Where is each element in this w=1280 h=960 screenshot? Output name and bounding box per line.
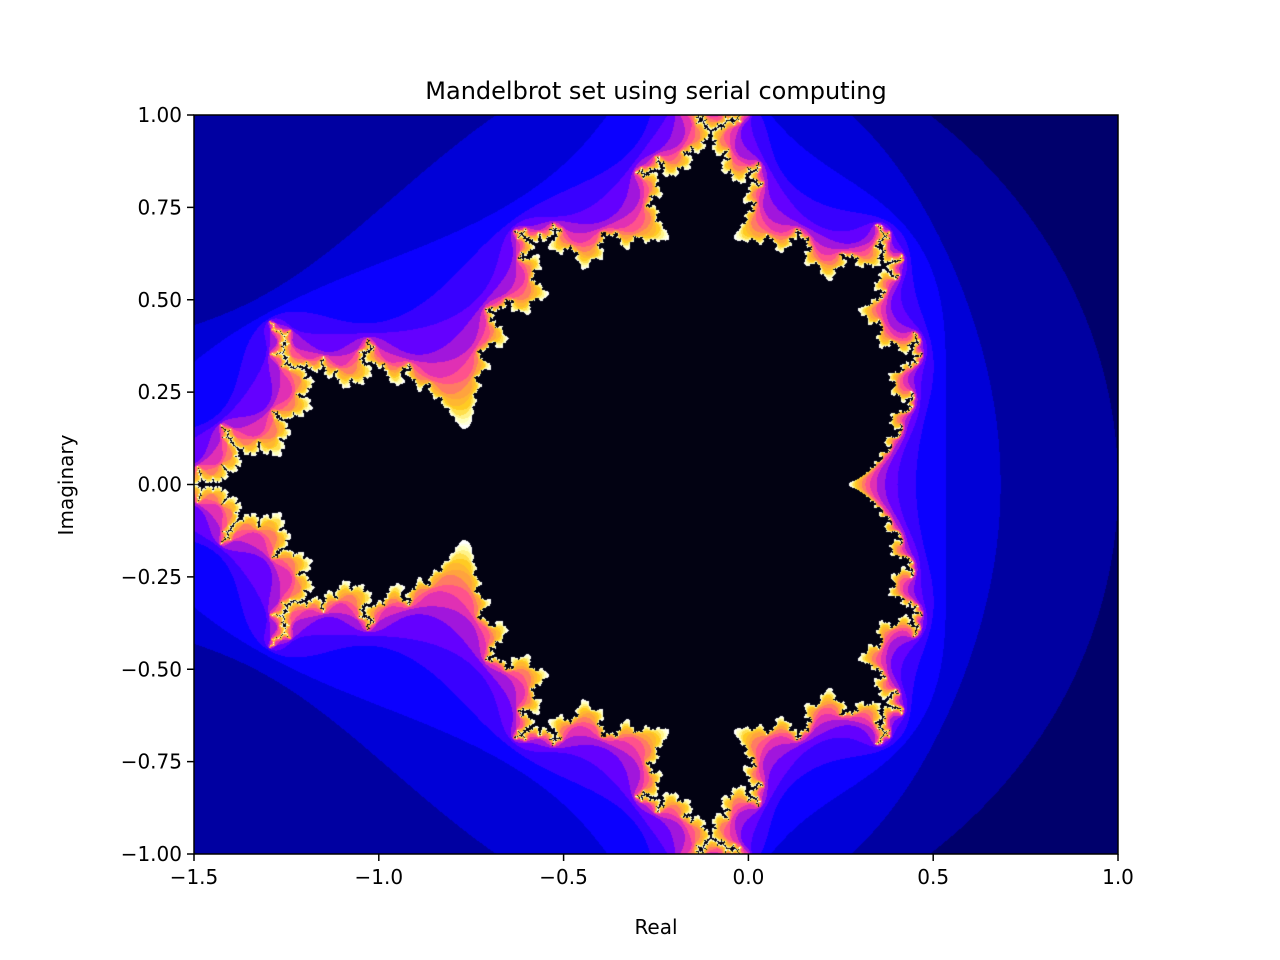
x-tick-label: −1.0	[355, 865, 404, 889]
chart-title: Mandelbrot set using serial computing	[425, 77, 886, 105]
plot-frame	[193, 114, 1119, 855]
y-tick-label: 1.00	[137, 103, 182, 127]
x-tick-label: −0.5	[539, 865, 588, 889]
x-axis-label: Real	[634, 915, 677, 939]
x-tick-label: 1.0	[1102, 865, 1134, 889]
x-tick-label: 0.0	[732, 865, 764, 889]
y-tick-label: 0.00	[137, 473, 182, 497]
y-tick-label: −1.00	[121, 842, 182, 866]
x-axis: −1.5 −1.0 −0.5 0.0 0.5 1.0	[170, 854, 1134, 889]
y-axis: −1.00 −0.75 −0.50 −0.25 0.00 0.25 0.50 0.75 1.00	[121, 103, 194, 866]
x-tick-label: 0.5	[917, 865, 949, 889]
y-tick-label: −0.50	[121, 657, 182, 681]
y-axis-label: Imaginary	[54, 434, 78, 535]
y-tick-label: −0.25	[121, 565, 182, 589]
y-tick-label: −0.75	[121, 750, 182, 774]
y-tick-label: 0.75	[137, 195, 182, 219]
mandelbrot-heatmap	[194, 115, 1118, 854]
x-tick-label: −1.5	[170, 865, 219, 889]
y-tick-label: 0.25	[137, 380, 182, 404]
y-tick-label: 0.50	[137, 288, 182, 312]
